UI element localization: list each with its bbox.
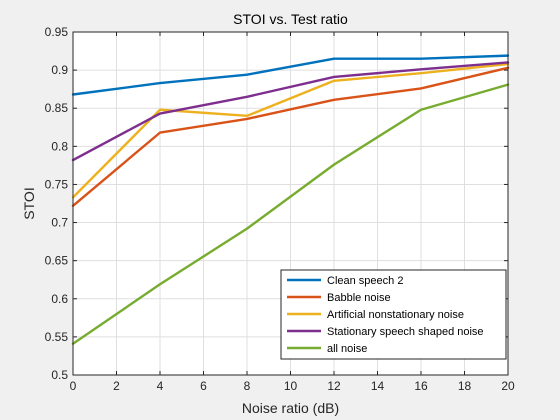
- y-tick-label: 0.6: [51, 292, 68, 306]
- y-tick-label: 0.5: [51, 368, 68, 382]
- x-tick-label: 8: [244, 379, 251, 393]
- y-tick-label: 0.75: [45, 177, 69, 191]
- y-tick-label: 0.95: [45, 25, 69, 39]
- x-tick-label: 14: [371, 379, 385, 393]
- series-line-1: [71, 66, 510, 207]
- series-line-0: [71, 54, 510, 96]
- series-line-4: [71, 83, 510, 345]
- x-tick-label: 12: [327, 379, 341, 393]
- y-tick-label: 0.8: [51, 139, 68, 153]
- x-tick-label: 18: [458, 379, 472, 393]
- legend-label-0: Clean speech 2: [327, 275, 403, 287]
- series-lines: [71, 54, 510, 345]
- x-tick-label: 20: [501, 379, 515, 393]
- x-tick-label: 4: [157, 379, 164, 393]
- y-tick-label: 0.65: [45, 254, 69, 268]
- axis-ticks: 0 2 4 6 8 10 12 14 16 18 20 0.5 0.55 0.6 0.65 0.7 0.75 0.…: [45, 25, 515, 393]
- y-tick-label: 0.7: [51, 216, 68, 230]
- legend: Clean speech 2 Babble noise Artificial non…: [280, 269, 507, 360]
- series-line-2: [71, 62, 510, 199]
- y-tick-label: 0.85: [45, 101, 69, 115]
- x-tick-label: 10: [284, 379, 298, 393]
- legend-label-1: Babble noise: [327, 292, 391, 304]
- x-tick-label: 6: [200, 379, 207, 393]
- y-tick-label: 0.9: [51, 63, 68, 77]
- y-tick-label: 0.55: [45, 330, 69, 344]
- x-axis-label: Noise ratio (dB): [242, 400, 339, 416]
- x-tick-label: 0: [70, 379, 77, 393]
- y-axis-label: STOI: [21, 187, 37, 219]
- x-tick-label: 2: [113, 379, 120, 393]
- legend-label-2: Artificial nonstationary noise: [327, 309, 464, 321]
- legend-label-3: Stationary speech shaped noise: [327, 326, 484, 338]
- x-tick-label: 16: [414, 379, 428, 393]
- chart-title: STOI vs. Test ratio: [233, 11, 348, 27]
- series-line-3: [71, 61, 510, 162]
- legend-label-4: all noise: [327, 343, 367, 355]
